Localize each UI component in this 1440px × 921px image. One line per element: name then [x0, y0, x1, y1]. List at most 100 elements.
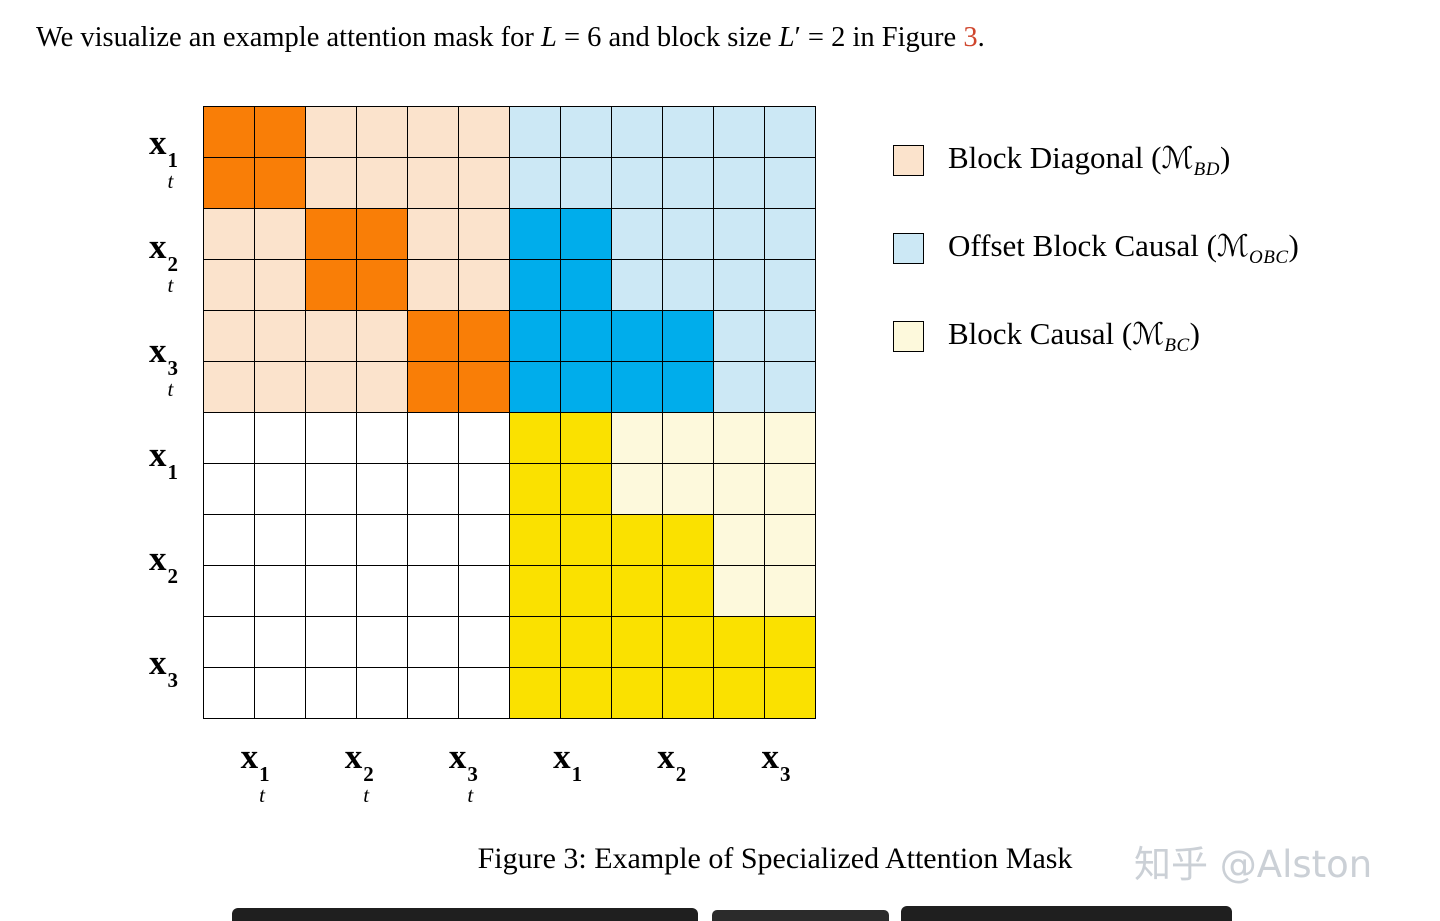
- mask-cell-block-diagonal-active: [458, 310, 510, 362]
- mask-cell-offset-block-causal-region: [764, 259, 816, 311]
- mask-cell-block-causal-region: [713, 463, 765, 515]
- mask-cell-offset-block-causal-region: [764, 310, 816, 362]
- mask-cell-masked: [203, 514, 255, 566]
- mask-cell-block-causal-active: [560, 514, 612, 566]
- mask-cell-masked: [407, 565, 459, 617]
- cal-M-symbol: ℳ: [1132, 317, 1165, 352]
- mask-cell-masked: [254, 565, 306, 617]
- mask-cell-block-diagonal-region: [254, 361, 306, 413]
- mask-cell-block-causal-active: [560, 667, 612, 719]
- mask-cell-offset-block-causal-region: [611, 259, 663, 311]
- mask-cell-block-diagonal-region: [407, 157, 459, 209]
- mask-cell-block-causal-region: [611, 463, 663, 515]
- mask-cell-offset-block-causal-region: [509, 157, 561, 209]
- intro-text: = 2 in Figure: [800, 22, 964, 53]
- mask-cell-block-diagonal-region: [458, 259, 510, 311]
- mask-cell-block-causal-region: [713, 412, 765, 464]
- mask-cell-block-causal-active: [509, 616, 561, 668]
- mask-cell-masked: [305, 514, 357, 566]
- mask-cell-offset-block-causal-region: [764, 361, 816, 413]
- mask-cell-masked: [254, 616, 306, 668]
- mask-cell-masked: [254, 463, 306, 515]
- mask-cell-block-causal-active: [509, 667, 561, 719]
- mask-cell-masked: [407, 514, 459, 566]
- mask-cell-masked: [203, 565, 255, 617]
- mask-cell-masked: [356, 667, 408, 719]
- legend-label-offset-block-causal: Offset Block Causal (ℳOBC): [948, 228, 1299, 268]
- mask-cell-offset-block-causal-region: [764, 157, 816, 209]
- mask-cell-block-causal-region: [662, 412, 714, 464]
- mask-cell-block-causal-region: [764, 514, 816, 566]
- mask-cell-offset-block-causal-active: [611, 361, 663, 413]
- bottom-thumbnail-edge-3: [901, 906, 1232, 921]
- mask-cell-masked: [203, 412, 255, 464]
- mask-cell-block-diagonal-active: [407, 310, 459, 362]
- legend-label-block-causal: Block Causal (ℳBC): [948, 316, 1200, 356]
- mask-cell-block-diagonal-region: [458, 208, 510, 260]
- figure-3-link[interactable]: 3: [963, 22, 978, 53]
- mask-cell-block-causal-region: [764, 463, 816, 515]
- mask-cell-masked: [356, 514, 408, 566]
- mask-cell-offset-block-causal-region: [509, 106, 561, 158]
- mask-cell-masked: [305, 412, 357, 464]
- mask-cell-masked: [254, 667, 306, 719]
- mask-cell-block-causal-active: [560, 463, 612, 515]
- mask-cell-block-causal-active: [662, 514, 714, 566]
- attention-mask-grid: [203, 106, 816, 719]
- intro-text: We visualize an example attention mask f…: [36, 22, 541, 53]
- mask-cell-masked: [254, 514, 306, 566]
- mask-cell-block-causal-active: [611, 514, 663, 566]
- mask-cell-block-causal-active: [662, 667, 714, 719]
- mask-cell-block-causal-active: [764, 667, 816, 719]
- mask-cell-block-causal-region: [662, 463, 714, 515]
- mask-cell-masked: [356, 463, 408, 515]
- cal-M-symbol: ℳ: [1216, 229, 1249, 264]
- mask-cell-masked: [305, 463, 357, 515]
- mask-cell-block-causal-active: [509, 412, 561, 464]
- mask-cell-block-diagonal-region: [407, 106, 459, 158]
- mask-cell-offset-block-causal-region: [611, 106, 663, 158]
- mask-cell-masked: [458, 565, 510, 617]
- mask-cell-block-diagonal-active: [356, 208, 408, 260]
- mask-cell-offset-block-causal-region: [713, 310, 765, 362]
- legend-swatch-block-diagonal: [893, 145, 924, 176]
- mask-cell-block-causal-active: [713, 667, 765, 719]
- mask-cell-block-diagonal-active: [203, 157, 255, 209]
- mask-cell-offset-block-causal-region: [713, 208, 765, 260]
- mask-cell-masked: [305, 616, 357, 668]
- intro-sentence: We visualize an example attention mask f…: [36, 22, 985, 54]
- mask-cell-block-causal-active: [611, 565, 663, 617]
- legend-item-block-diagonal: Block Diagonal (ℳBD): [893, 140, 1299, 181]
- mask-cell-block-diagonal-active: [458, 361, 510, 413]
- mask-cell-block-causal-active: [509, 463, 561, 515]
- intro-text: = 6 and block size: [556, 22, 779, 53]
- mask-cell-block-diagonal-active: [254, 157, 306, 209]
- mask-cell-block-diagonal-region: [254, 310, 306, 362]
- mask-cell-block-causal-active: [764, 616, 816, 668]
- mask-cell-block-diagonal-region: [356, 157, 408, 209]
- legend-swatch-offset-block-causal: [893, 233, 924, 264]
- mask-cell-masked: [305, 667, 357, 719]
- mask-cell-block-diagonal-region: [203, 259, 255, 311]
- mask-cell-block-diagonal-region: [254, 208, 306, 260]
- mask-cell-block-diagonal-region: [356, 106, 408, 158]
- zhihu-watermark: 知乎 @Alston: [1134, 843, 1373, 886]
- legend: Block Diagonal (ℳBD) Offset Block Causal…: [893, 140, 1299, 357]
- mask-cell-offset-block-causal-region: [764, 208, 816, 260]
- mask-cell-offset-block-causal-region: [560, 157, 612, 209]
- mask-cell-offset-block-causal-region: [764, 106, 816, 158]
- mask-cell-offset-block-causal-active: [509, 259, 561, 311]
- mask-cell-block-causal-region: [764, 565, 816, 617]
- mask-cell-block-diagonal-region: [356, 310, 408, 362]
- legend-swatch-block-causal: [893, 321, 924, 352]
- mask-cell-offset-block-causal-active: [611, 310, 663, 362]
- legend-item-offset-block-causal: Offset Block Causal (ℳOBC): [893, 228, 1299, 269]
- mask-cell-offset-block-causal-region: [662, 157, 714, 209]
- mask-cell-block-diagonal-region: [407, 208, 459, 260]
- mask-cell-masked: [203, 667, 255, 719]
